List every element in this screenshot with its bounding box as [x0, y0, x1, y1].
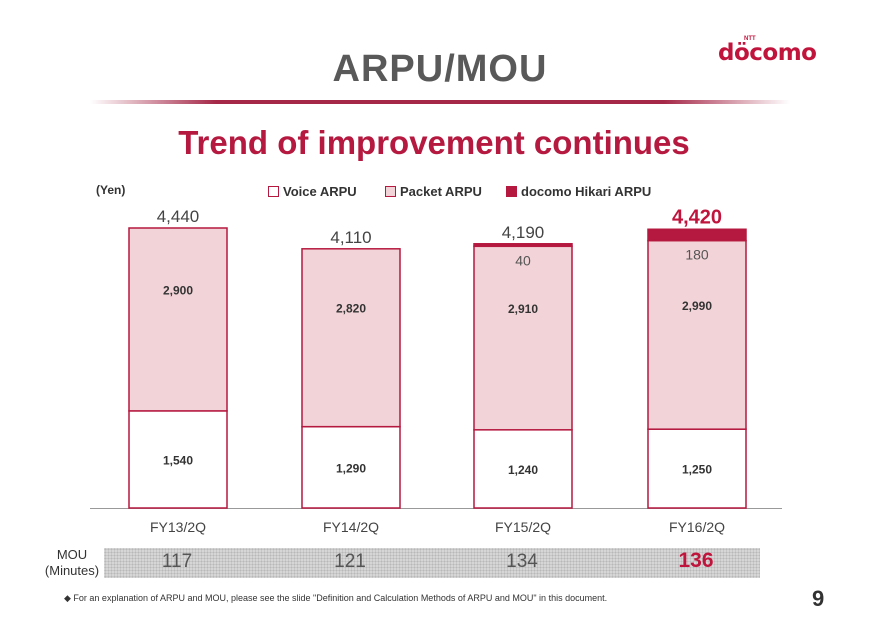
- bar-packet: [647, 239, 747, 430]
- legend-packet-swatch: [385, 186, 396, 197]
- label-hikari: 180: [685, 247, 709, 263]
- slide-title: ARPU/MOU: [332, 48, 548, 90]
- label-voice: 1,540: [163, 453, 193, 467]
- legend-hikari-swatch: [506, 186, 517, 197]
- logo-ntt-mark: NTT: [744, 36, 756, 42]
- mou-label: MOU (Minutes): [40, 547, 104, 579]
- bar-voice: [473, 429, 573, 509]
- x-tick-label: FY14/2Q: [323, 519, 379, 535]
- label-hikari: 40: [515, 252, 531, 268]
- mou-value: 134: [506, 551, 538, 572]
- legend-voice-label: Voice ARPU: [283, 184, 357, 199]
- mou-value: 117: [161, 551, 193, 572]
- bar-voice: [647, 428, 747, 509]
- mou-band: [104, 548, 760, 578]
- legend-voice: Voice ARPU: [268, 184, 357, 199]
- page-number: 9: [812, 586, 825, 611]
- legend-packet: Packet ARPU: [385, 184, 482, 199]
- x-tick-label: FY16/2Q: [669, 519, 725, 535]
- label-voice: 1,250: [682, 463, 712, 477]
- label-packet: 2,910: [508, 302, 538, 316]
- legend-voice-swatch: [268, 186, 279, 197]
- bar-packet: [128, 227, 228, 412]
- x-tick-label: FY15/2Q: [495, 519, 551, 535]
- mou-value: 121: [334, 551, 366, 572]
- mou-value-latest: 136: [678, 549, 714, 572]
- bar-packet: [473, 245, 573, 431]
- bar-packet: [301, 248, 401, 428]
- legend-hikari-label: docomo Hikari ARPU: [521, 184, 652, 199]
- bar-hikari: [647, 228, 747, 242]
- y-unit-label: (Yen): [96, 183, 126, 197]
- label-total: 4,440: [157, 207, 200, 226]
- label-voice: 1,240: [508, 463, 538, 477]
- label-voice: 1,290: [336, 461, 366, 475]
- footnote: ◆ For an explanation of ARPU and MOU, pl…: [64, 593, 608, 603]
- label-total: 4,110: [330, 228, 371, 247]
- legend-hikari: docomo Hikari ARPU: [506, 184, 651, 199]
- label-total: 4,420: [672, 206, 722, 228]
- label-packet: 2,990: [682, 299, 712, 313]
- mou-label-text: MOU (Minutes): [44, 547, 100, 578]
- label-total: 4,190: [502, 223, 545, 242]
- label-packet: 2,820: [336, 302, 366, 316]
- legend-packet-label: Packet ARPU: [400, 184, 482, 199]
- bar-hikari: [473, 243, 573, 248]
- docomo-logo: döcomo: [718, 40, 817, 66]
- title-divider: [90, 100, 790, 104]
- label-packet: 2,900: [163, 283, 193, 297]
- x-tick-label: FY13/2Q: [150, 519, 206, 535]
- slide-subtitle: Trend of improvement continues: [178, 124, 690, 161]
